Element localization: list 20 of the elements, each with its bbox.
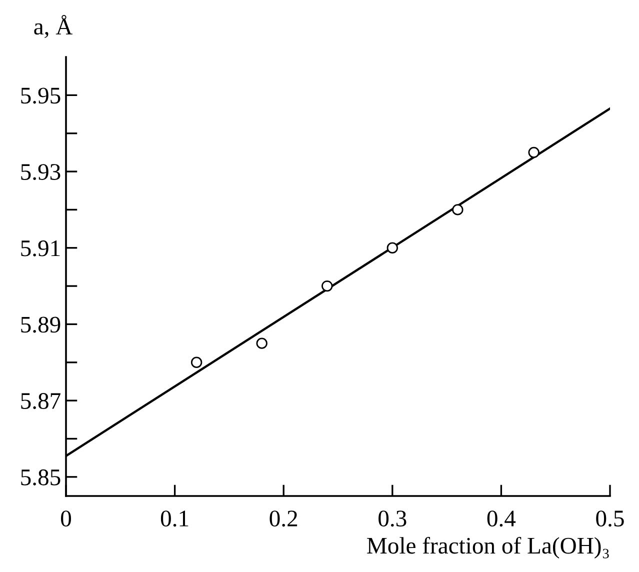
x-tick-label: 0.1	[160, 510, 188, 527]
x-tick-label: 0.2	[270, 510, 298, 527]
point	[256, 338, 268, 349]
x-tick-label: 0.4	[487, 510, 516, 527]
point	[528, 146, 540, 158]
x-tick-label: 0	[60, 510, 72, 527]
x-tick-label: 0.5	[596, 510, 624, 527]
point	[386, 242, 398, 254]
y-tick-label: 5.89	[21, 316, 60, 333]
y-tick-label: 5.87	[21, 393, 60, 410]
point	[322, 280, 333, 292]
point	[452, 204, 464, 216]
x-tick-label: 0.3	[378, 510, 406, 527]
y-axis-title: a, Å	[34, 14, 73, 38]
y-tick-label: 5.95	[21, 88, 60, 104]
y-tick-label: 5.91	[21, 240, 60, 256]
x-axis-title: Mole fraction of La(OH)₃	[367, 536, 609, 559]
y-tick-label: 5.93	[21, 164, 60, 180]
point	[190, 356, 202, 368]
y-tick-label: 5.85	[21, 469, 60, 486]
